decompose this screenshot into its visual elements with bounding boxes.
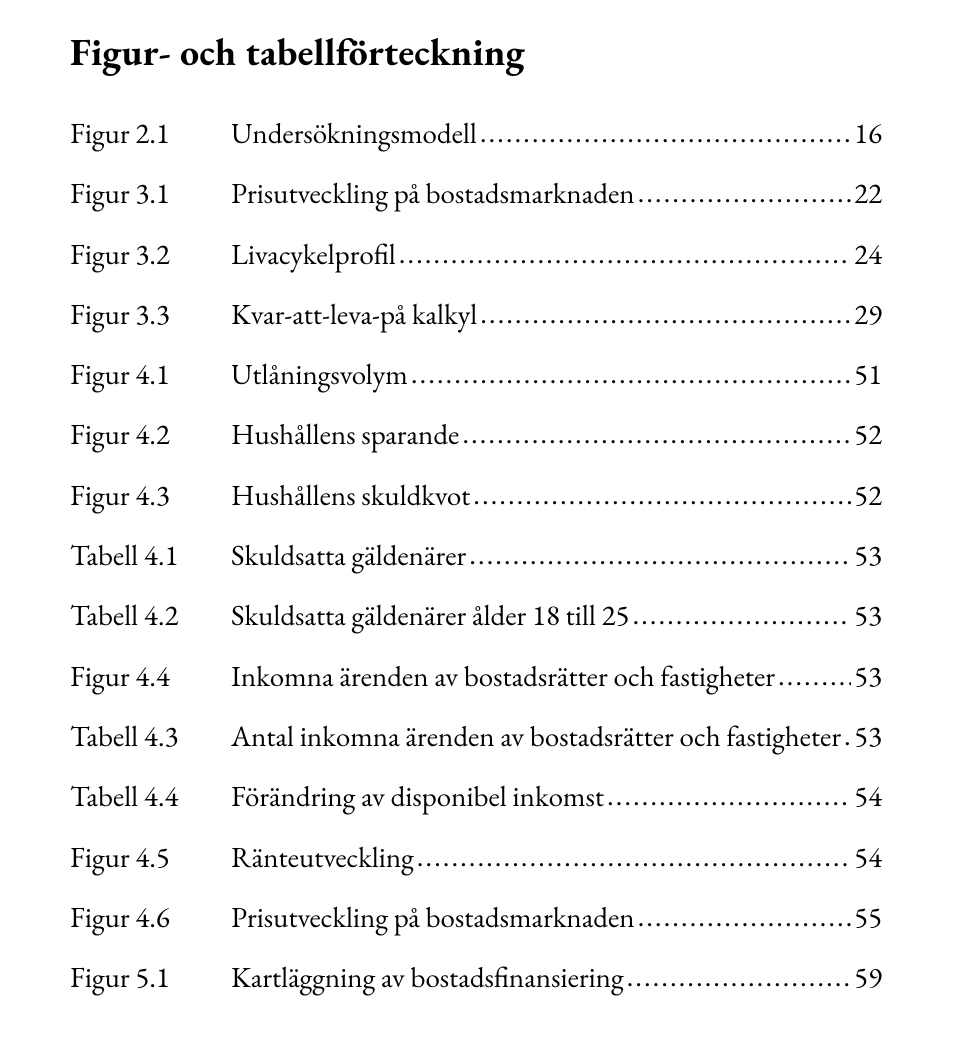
toc-entry-desc: Antal inkomna ärenden av bostadsrätter o… (231, 722, 844, 751)
toc-entry-desc: Inkomna ärenden av bostadsrätter och fas… (231, 662, 778, 691)
toc-entry-page: 51 (851, 360, 882, 389)
page: Figur- och tabellförteckning Figur 2.1Un… (0, 0, 960, 1051)
toc-entry-desc: Kvar-att-leva-på kalkyl (231, 300, 480, 329)
toc-entry-page: 53 (851, 601, 882, 630)
dot-leader (469, 540, 851, 569)
toc-entry-page: 54 (851, 843, 882, 872)
dot-leader (462, 419, 851, 448)
toc-entry-desc: Ränteutveckling (231, 843, 417, 872)
dot-leader (844, 721, 851, 750)
toc-row: Figur 4.5Ränteutveckling 54 (70, 843, 882, 872)
toc-entry-desc: Skuldsatta gäldenärer (231, 541, 469, 570)
toc-entry-desc: Hushållens skuldkvot (231, 481, 473, 510)
page-title: Figur- och tabellförteckning (70, 28, 882, 77)
toc-entry-desc: Undersökningsmodell (231, 119, 480, 148)
dot-leader (627, 962, 852, 991)
toc-entry-label: Figur 3.1 (70, 179, 231, 208)
toc-entry-desc: Prisutveckling på bostadsmarknaden (231, 903, 638, 932)
toc-entry-label: Tabell 4.3 (70, 722, 231, 751)
toc-entry-page: 24 (851, 240, 882, 269)
toc-entry-desc: Förändring av disponibel inkomst (231, 782, 607, 811)
dot-leader (607, 781, 851, 810)
toc-row: Figur 4.3Hushållens skuldkvot 52 (70, 481, 882, 510)
toc-entry-page: 52 (851, 420, 882, 449)
toc-entry-desc: Hushållens sparande (231, 420, 462, 449)
dot-leader (778, 661, 851, 690)
toc-row: Tabell 4.3Antal inkomna ärenden av bosta… (70, 722, 882, 751)
dot-leader (638, 178, 852, 207)
toc-row: Tabell 4.1Skuldsatta gäldenärer 53 (70, 541, 882, 570)
toc-row: Tabell 4.2Skuldsatta gäldenärer ålder 18… (70, 601, 882, 630)
dot-leader (480, 299, 851, 328)
toc-row: Figur 5.1Kartläggning av bostadsfinansie… (70, 963, 882, 992)
toc-list: Figur 2.1Undersökningsmodell16Figur 3.1P… (70, 119, 882, 992)
toc-entry-desc: Kartläggning av bostadsfinansiering (231, 963, 627, 992)
toc-entry-page: 29 (851, 300, 882, 329)
dot-leader (473, 480, 851, 509)
toc-row: Figur 4.6Prisutveckling på bostadsmarkna… (70, 903, 882, 932)
toc-entry-label: Figur 4.6 (70, 903, 231, 932)
dot-leader (399, 239, 851, 268)
toc-entry-label: Figur 2.1 (70, 119, 231, 148)
dot-leader (632, 600, 851, 629)
toc-entry-desc: Prisutveckling på bostadsmarknaden (231, 179, 638, 208)
dot-leader (417, 842, 851, 871)
toc-entry-label: Figur 3.2 (70, 240, 231, 269)
toc-entry-label: Figur 4.1 (70, 360, 231, 389)
toc-entry-page: 22 (851, 179, 882, 208)
toc-entry-label: Figur 4.3 (70, 481, 231, 510)
toc-entry-page: 52 (851, 481, 882, 510)
toc-entry-desc: Utlåningsvolym (231, 360, 411, 389)
toc-entry-page: 16 (851, 119, 882, 148)
toc-entry-label: Figur 4.2 (70, 420, 231, 449)
toc-entry-label: Figur 4.4 (70, 662, 231, 691)
toc-entry-desc: Skuldsatta gäldenärer ålder 18 till 25 (231, 601, 632, 630)
toc-entry-label: Figur 3.3 (70, 300, 231, 329)
toc-entry-page: 55 (851, 903, 882, 932)
toc-entry-label: Figur 5.1 (70, 963, 231, 992)
toc-entry-page: 53 (851, 662, 882, 691)
toc-row: Figur 4.2Hushållens sparande 52 (70, 420, 882, 449)
toc-entry-page: 53 (851, 541, 882, 570)
toc-entry-label: Tabell 4.4 (70, 782, 231, 811)
toc-row: Figur 2.1Undersökningsmodell 16 (70, 119, 882, 148)
toc-row: Tabell 4.4Förändring av disponibel inkom… (70, 782, 882, 811)
dot-leader (480, 118, 851, 147)
dot-leader (411, 359, 851, 388)
toc-entry-label: Tabell 4.2 (70, 601, 231, 630)
toc-row: Figur 3.2Livacykelprofil 24 (70, 240, 882, 269)
toc-entry-page: 59 (851, 963, 882, 992)
dot-leader (638, 902, 852, 931)
toc-entry-page: 54 (851, 782, 882, 811)
toc-entry-label: Tabell 4.1 (70, 541, 231, 570)
toc-row: Figur 4.1Utlåningsvolym 51 (70, 360, 882, 389)
toc-entry-desc: Livacykelprofil (231, 240, 399, 269)
toc-entry-page: 53 (851, 722, 882, 751)
toc-row: Figur 3.1Prisutveckling på bostadsmarkna… (70, 179, 882, 208)
toc-row: Figur 3.3Kvar-att-leva-på kalkyl 29 (70, 300, 882, 329)
toc-row: Figur 4.4Inkomna ärenden av bostadsrätte… (70, 662, 882, 691)
toc-entry-label: Figur 4.5 (70, 843, 231, 872)
